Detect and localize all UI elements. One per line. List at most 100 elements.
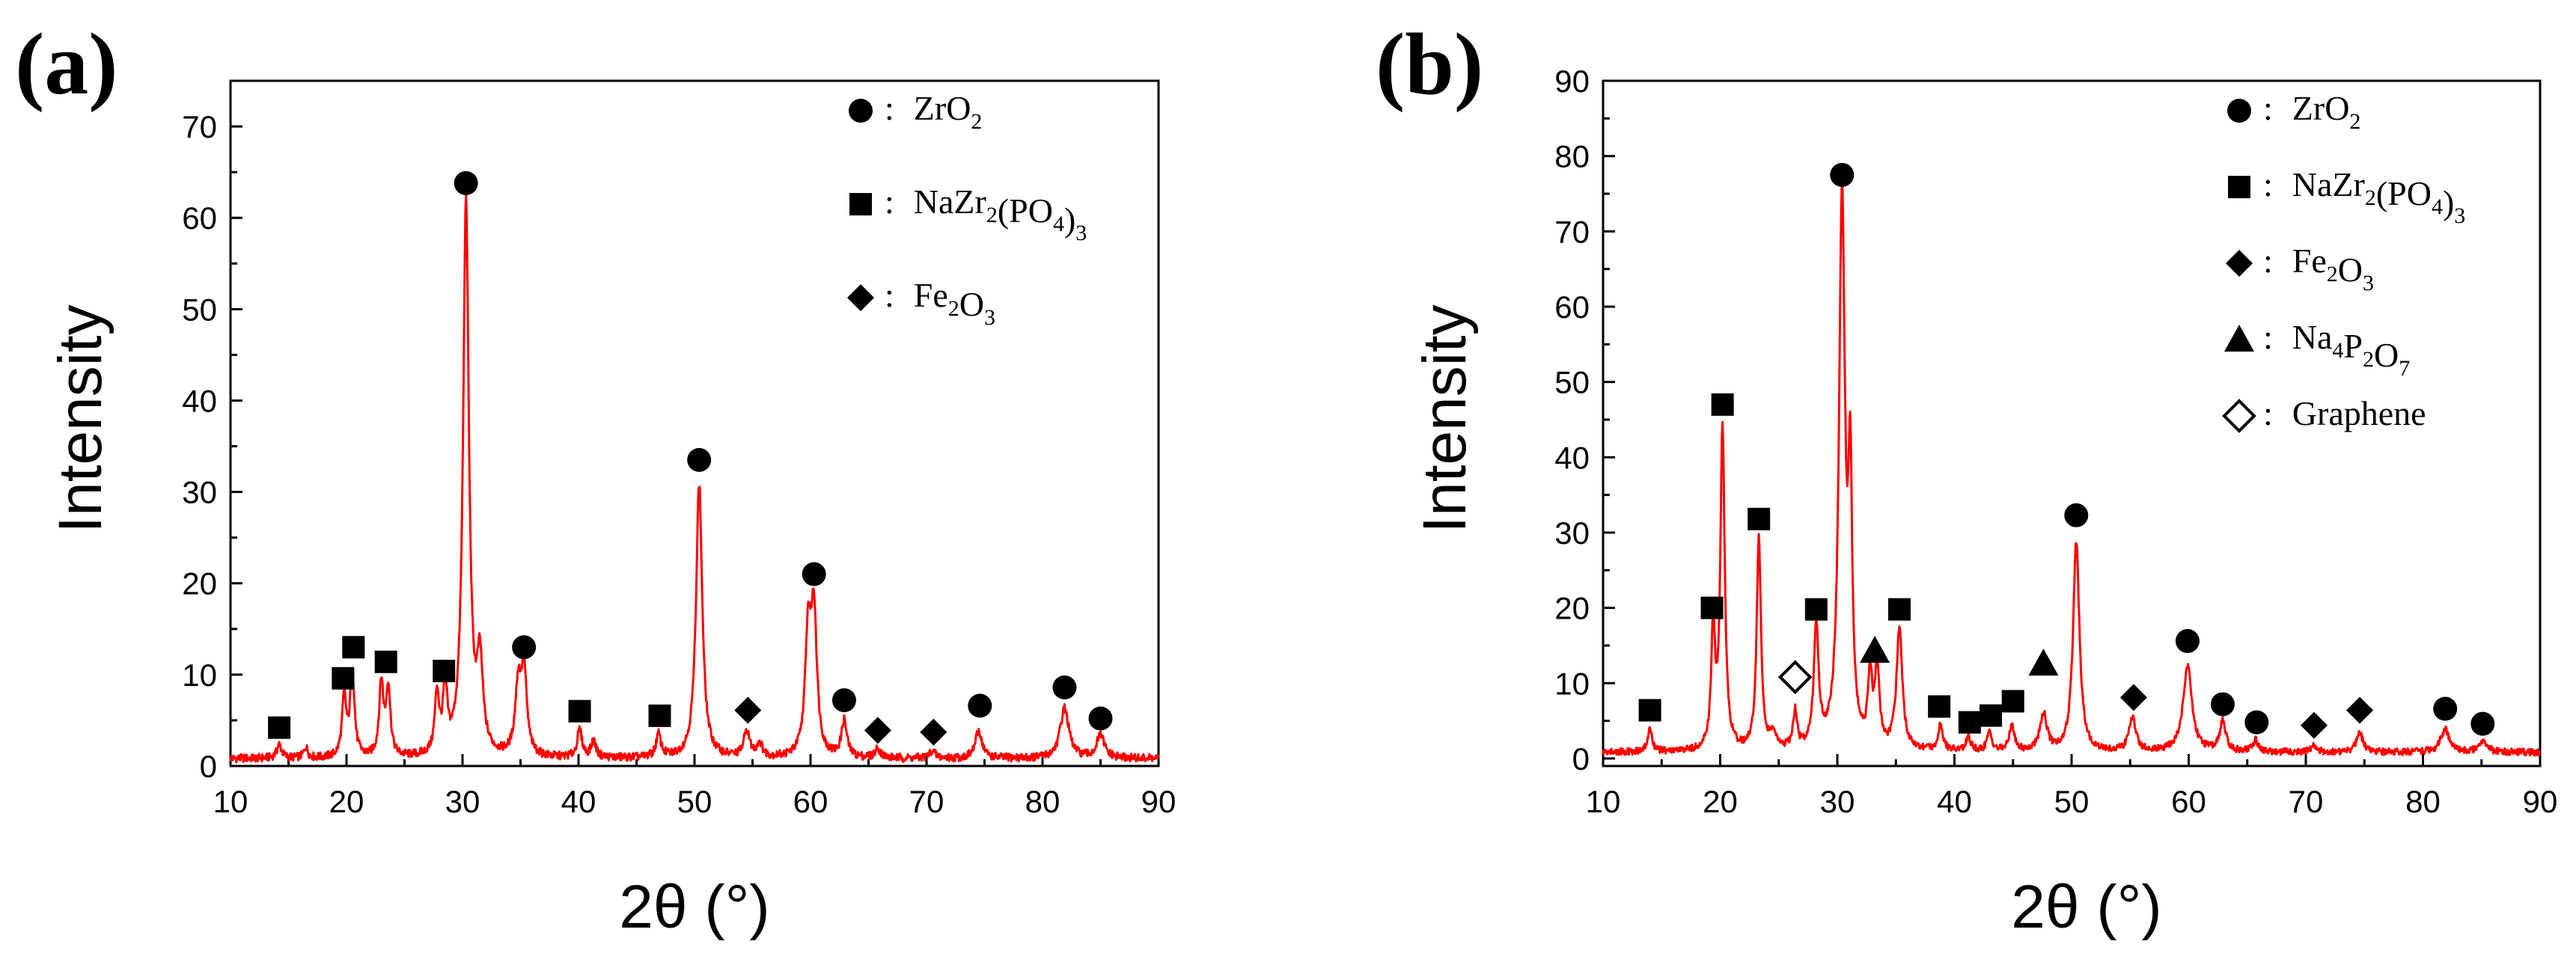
panel-b-square-peak-marker [1804,598,1828,621]
panel-b-y-tick-label: 30 [1554,515,1590,551]
legend-formula-text: (PO [2376,174,2432,212]
panel-b-y-tick-label: 60 [1554,289,1590,325]
panel-b-legend-circle-symbol [2227,99,2251,123]
panel-a-y-tick-label: 40 [182,383,217,418]
panel-b-x-tick-label: 30 [1820,784,1855,819]
legend-subscript: 2 [2349,109,2360,134]
panel-a-x-tick-label: 30 [445,784,480,819]
panel-b-y-tick-label: 50 [1554,365,1590,400]
panel-a-x-tick-label: 60 [793,784,828,819]
panel-b-circle-peak-marker [2064,503,2089,527]
panel-a-x-tick-label: 10 [213,784,248,819]
panel-b-x-tick-label: 20 [1703,784,1738,819]
panel-b-legend-triangle-symbol [2224,325,2254,352]
panel-b-square-peak-marker [1748,507,1771,530]
panel-a-legend-entry-1: : ZrO2 [885,89,982,134]
legend-formula-text: ZrO [914,89,971,127]
legend-separator: : [2263,394,2273,432]
panel-b-x-tick-label: 90 [2523,784,2558,819]
panel-a-y-tick-label: 20 [182,566,217,601]
panel-b-legend-square-symbol [2228,176,2250,198]
panel-b-y-tick-label: 0 [1572,741,1590,776]
panel-a-y-axis-title: Intensity [46,304,115,533]
legend-formula-text: O [2338,251,2363,289]
panel-a-xrd-pattern-line [229,193,1160,764]
legend-formula-text: ) [2443,183,2454,221]
panel-a-circle-peak-marker [512,635,537,660]
panel-b-square-peak-marker [1958,711,1981,734]
panel-a-square-peak-marker [374,650,397,673]
panel-b: (b) Intensity 2θ (°) 10 20 30 40 50 60 70 80 90 0… [1376,15,2557,941]
panel-b-legend-entry-5: : Graphene [2263,394,2426,432]
legend-formula-text: Fe [914,276,948,314]
panel-a-x-tick-label: 50 [677,784,712,819]
panel-a-circle-peak-marker [454,171,478,195]
panel-b-diamond-peak-marker [2300,711,2328,739]
panel-b-square-peak-marker [1711,393,1734,416]
legend-subscript: 7 [2399,356,2410,381]
panel-b-triangle-peak-marker [1860,635,1890,663]
panel-a-square-peak-marker [648,704,671,727]
panel-b-legend-entry-4: : Na4P2O7 [2263,318,2410,381]
panel-b-square-peak-marker [1928,695,1951,718]
legend-separator: : [2263,318,2273,356]
panel-b-square-peak-marker [1887,598,1911,621]
panel-b-y-tick-label: 70 [1554,214,1590,249]
panel-b-y-tick-label: 20 [1554,591,1590,626]
legend-separator: : [885,89,894,127]
panel-b-legend-entry-2: : NaZr2(PO4)3 [2263,165,2465,228]
legend-formula-text: Na [2292,318,2333,356]
panel-a-square-peak-marker [433,659,456,682]
panel-a-y-tick-label: 70 [182,109,217,144]
panel-a-y-tick-label: 10 [182,658,217,693]
panel-b-xrd-pattern-line [1602,177,2542,757]
panel-a-circle-peak-marker [831,688,856,713]
legend-formula-text: P [2343,327,2363,365]
panel-b-x-tick-label: 40 [1937,784,1972,819]
panel-a-label: (a) [15,15,118,113]
panel-b-square-peak-marker [1638,699,1661,722]
panel-b-x-axis-title: 2θ (°) [2011,873,2161,941]
panel-a-y-tick-label: 50 [182,292,217,327]
legend-subscript: 3 [1075,221,1087,245]
panel-b-x-tick-label: 70 [2289,784,2324,819]
panel-b-legend-diamond-symbol [2226,250,2253,277]
panel-b-label: (b) [1376,15,1483,113]
panel-b-x-tick-label: 60 [2171,784,2206,819]
legend-subscript: 3 [984,305,995,330]
legend-formula-text: (PO [998,192,1053,230]
panel-a-square-peak-marker [568,699,591,723]
panel-a-square-peak-marker [342,636,365,659]
panel-a-circle-peak-marker [802,562,826,586]
panel-a-x-tick-label: 20 [329,784,364,819]
panel-a-x-tick-label: 90 [1141,784,1176,819]
legend-subscript: 2 [2365,186,2376,210]
panel-a: (a) Intensity 2θ (°) 10 20 30 40 50 60 70 80 90 0… [15,15,1176,941]
panel-a-legend-square-symbol [849,193,872,215]
legend-separator: : [2263,165,2273,203]
panel-b-square-peak-marker [1980,704,2003,727]
panel-b-legend-entry-3: : Fe2O3 [2263,242,2374,295]
panel-b-diamond-peak-marker [2119,684,2147,711]
panel-b-diamond-peak-marker [2345,696,2373,724]
legend-separator: : [2263,242,2273,280]
panel-b-legend-open-diamond-symbol [2222,399,2256,433]
panel-b-triangle-peak-marker [2028,649,2059,676]
panel-b-y-tick-label: 10 [1554,666,1590,701]
panel-b-square-peak-marker [2001,690,2024,713]
panel-a-x-tick-label: 40 [561,784,596,819]
panel-b-x-tick-label: 50 [2054,784,2090,819]
panel-a-circle-peak-marker [1052,675,1077,699]
panel-b-x-tick-label: 10 [1586,784,1621,819]
panel-b-y-tick-label: 80 [1554,139,1590,174]
legend-formula-text: O [2374,336,2399,374]
legend-subscript: 4 [2432,194,2443,219]
legend-subscript: 4 [2332,338,2343,363]
legend-subscript: 2 [971,109,982,134]
panel-b-y-tick-label: 90 [1554,64,1590,99]
legend-formula-text: NaZr [2292,165,2365,203]
legend-subscript: 3 [2454,203,2465,228]
panel-a-legend-circle-symbol [849,99,873,123]
legend-formula-text: ) [1064,200,1075,239]
